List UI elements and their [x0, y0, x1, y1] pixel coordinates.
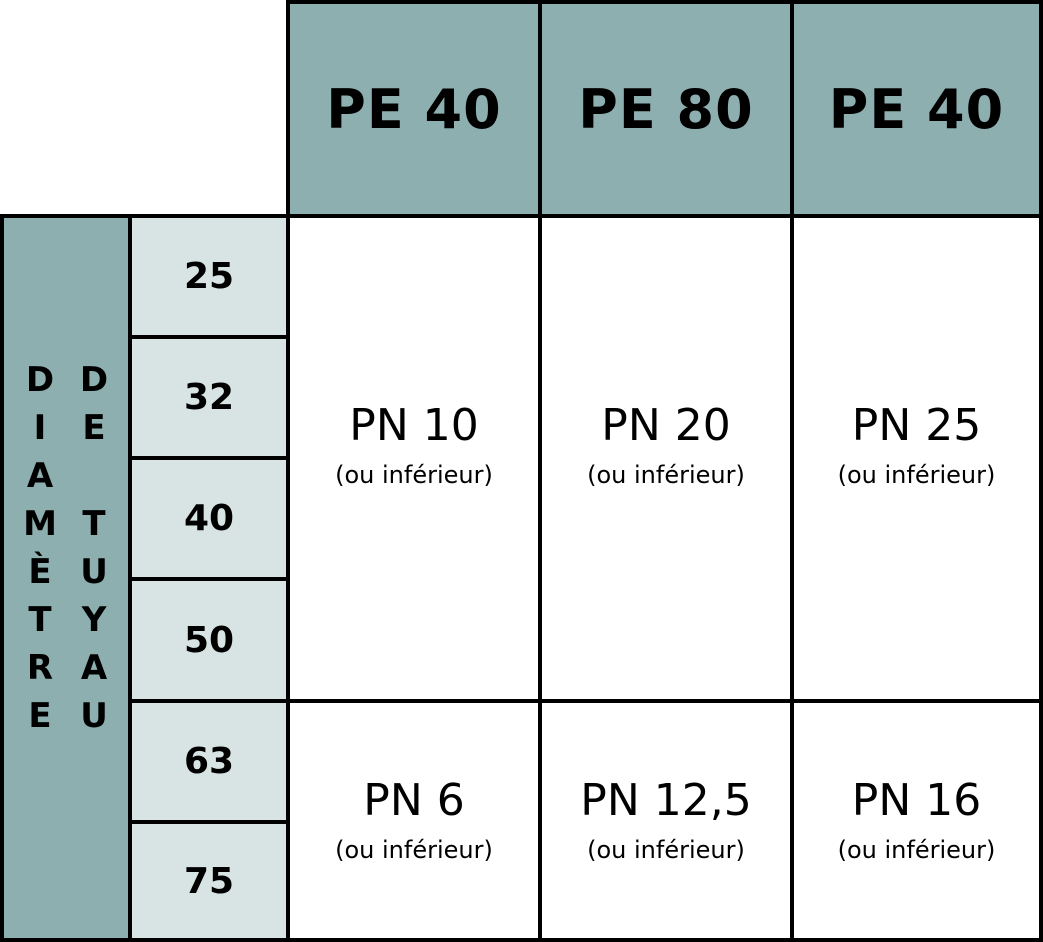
side-letter: E	[28, 696, 52, 736]
pressure-nominal: PN 12,5	[580, 775, 752, 827]
pressure-note: (ou inférieur)	[837, 835, 996, 864]
diameter-value: 32	[183, 377, 235, 418]
pressure-note: (ou inférieur)	[335, 835, 493, 864]
side-letter: M	[23, 504, 57, 544]
side-letter: Y	[81, 600, 107, 640]
diameter-cell: 50	[128, 577, 290, 703]
side-letter: È	[28, 552, 52, 592]
header-label: PE 40	[326, 77, 502, 141]
pressure-cell: PN 10 (ou inférieur)	[286, 214, 542, 703]
pressure-nominal: PN 6	[363, 775, 465, 827]
diameter-cell: 40	[128, 456, 290, 581]
diameter-value: 25	[183, 256, 235, 297]
diameter-cell: 63	[128, 699, 290, 824]
pressure-cell: PN 25 (ou inférieur)	[790, 214, 1043, 703]
pressure-note: (ou inférieur)	[587, 835, 745, 864]
side-letter: E	[82, 408, 106, 448]
diameter-cell: 25	[128, 214, 290, 339]
pressure-note: (ou inférieur)	[837, 460, 996, 489]
pressure-nominal: PN 25	[851, 400, 982, 452]
diameter-value: 75	[183, 860, 235, 902]
header-cell-3: PE 40	[790, 0, 1043, 218]
side-letter: I	[33, 408, 47, 448]
pressure-nominal: PN 10	[349, 400, 479, 452]
pressure-cell: PN 20 (ou inférieur)	[538, 214, 794, 703]
diameter-cell: 75	[128, 820, 290, 942]
side-label-column-2: D E T U Y A U	[74, 356, 114, 740]
pressure-cell: PN 6 (ou inférieur)	[286, 699, 542, 942]
side-letter: R	[26, 648, 54, 688]
side-letter: T	[28, 600, 52, 640]
header-cell-1: PE 40	[286, 0, 542, 218]
side-letter: U	[80, 552, 108, 592]
diameter-cell: 32	[128, 335, 290, 460]
pressure-cell: PN 16 (ou inférieur)	[790, 699, 1043, 942]
pressure-note: (ou inférieur)	[587, 460, 745, 489]
header-label: PE 40	[828, 77, 1005, 141]
diameter-value: 40	[183, 498, 235, 539]
side-letter: D	[25, 360, 55, 400]
header-cell-2: PE 80	[538, 0, 794, 218]
side-letter: T	[82, 504, 106, 544]
pressure-nominal: PN 16	[851, 775, 982, 827]
side-label-diametre-de-tuyau	[0, 214, 132, 942]
diameter-value: 50	[183, 619, 235, 661]
side-letter: A	[80, 648, 108, 688]
side-letter: D	[79, 360, 109, 400]
pressure-note: (ou inférieur)	[335, 460, 493, 489]
side-letter: A	[26, 456, 54, 496]
pressure-nominal: PN 20	[601, 400, 731, 452]
side-letter: U	[80, 696, 108, 736]
diameter-value: 63	[183, 741, 235, 782]
side-label-column-1: D I A M È T R E	[20, 356, 60, 740]
pressure-cell: PN 12,5 (ou inférieur)	[538, 699, 794, 942]
header-label: PE 80	[578, 77, 754, 141]
